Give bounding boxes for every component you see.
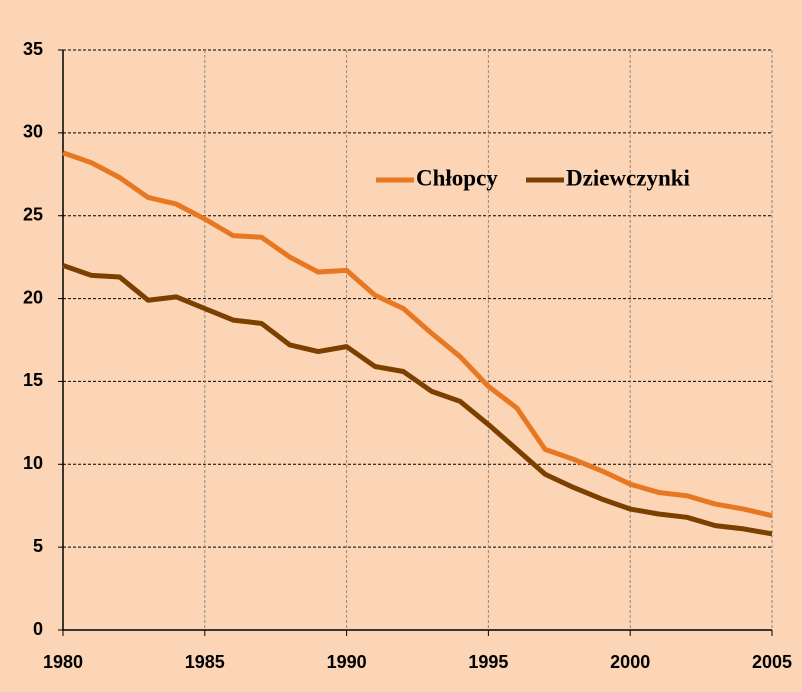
x-tick-label: 1980 (43, 652, 83, 672)
legend-label: Dziewczynki (566, 165, 691, 190)
x-tick-label: 1995 (468, 652, 508, 672)
x-tick-label: 1990 (327, 652, 367, 672)
y-tick-label: 20 (23, 287, 43, 307)
x-tick-label: 2005 (752, 652, 792, 672)
y-tick-label: 35 (23, 39, 43, 59)
y-tick-label: 25 (23, 204, 43, 224)
x-tick-label: 2000 (610, 652, 650, 672)
legend-label: Chłopcy (416, 165, 498, 190)
series-line (62, 263, 773, 537)
y-tick-label: 15 (23, 370, 43, 390)
x-tick-label: 1985 (185, 652, 225, 672)
series-line (62, 150, 773, 519)
y-tick-label: 5 (33, 536, 43, 556)
y-tick-label: 30 (23, 122, 43, 142)
y-tick-label: 0 (33, 619, 43, 639)
y-tick-label: 10 (23, 453, 43, 473)
